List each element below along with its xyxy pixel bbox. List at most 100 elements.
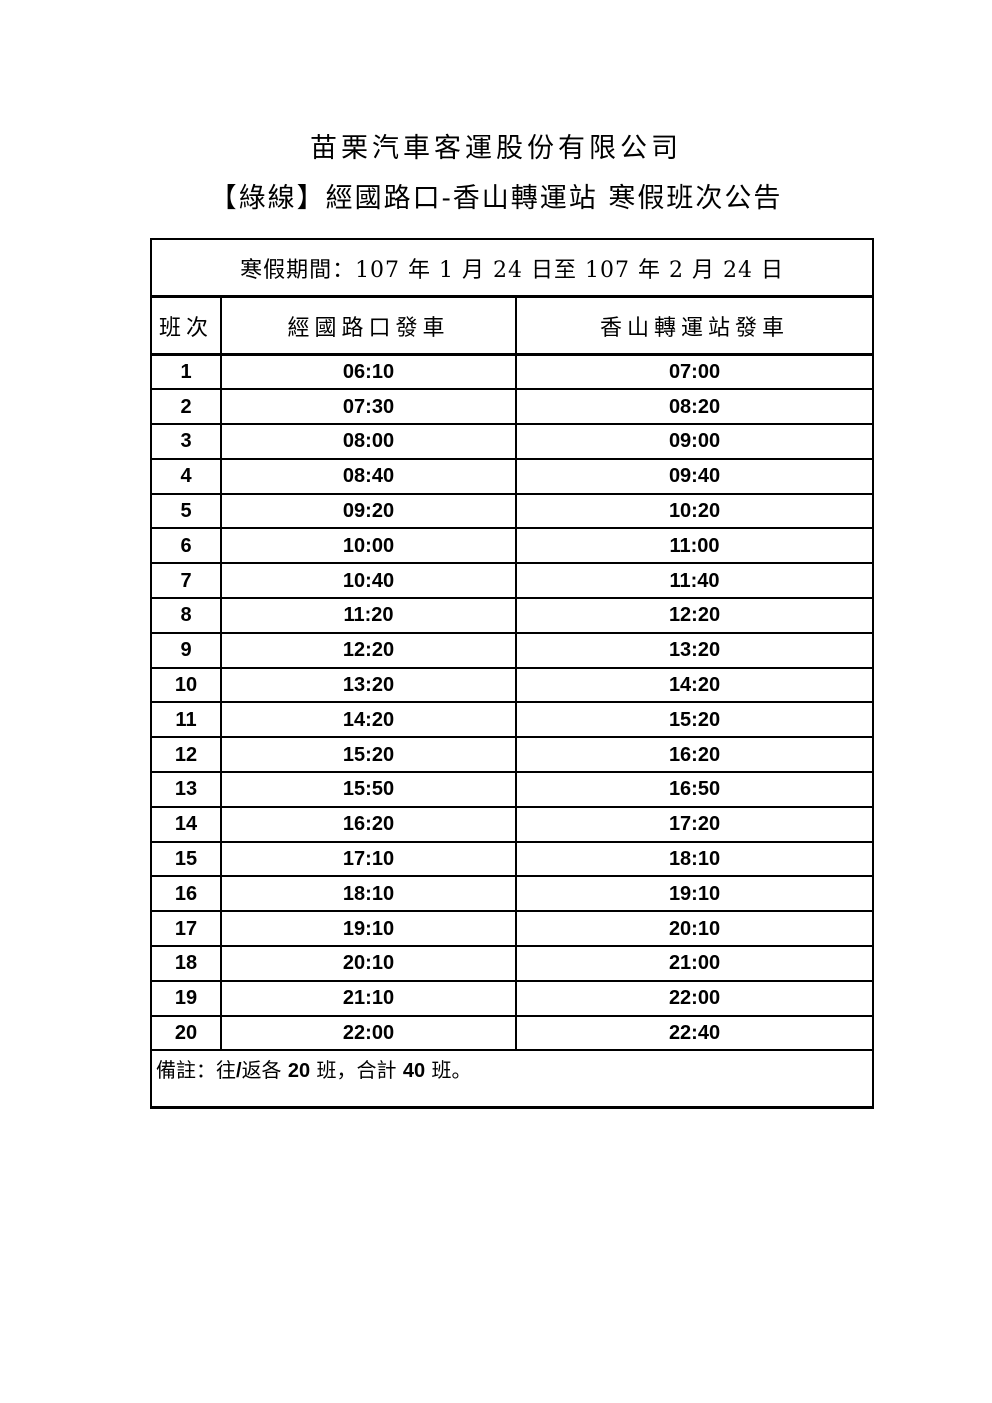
depart-time-cell: 19:10: [220, 910, 517, 948]
depart-time-cell: 15:20: [220, 736, 517, 774]
return-time-cell: 09:40: [514, 457, 875, 495]
depart-time-cell: 13:20: [220, 666, 517, 704]
trip-number-cell: 16: [150, 875, 222, 913]
depart-time-cell: 22:00: [220, 1014, 517, 1052]
return-time-cell: 16:20: [514, 736, 875, 774]
depart-time-cell: 12:20: [220, 631, 517, 669]
depart-time-cell: 10:40: [220, 562, 517, 600]
schedule-row: 16 18:10 19:10: [150, 875, 875, 913]
note-row: 備註：往/返各 20 班，合計 40 班。: [149, 1049, 875, 1110]
schedule-row: 13 15:50 16:50: [150, 771, 875, 808]
depart-time-cell: 20:10: [220, 945, 517, 982]
trip-number-cell: 7: [150, 562, 222, 600]
col-header-trip-number: 班次: [150, 295, 222, 356]
note-text: 備註：往/返各 20 班，合計 40 班。: [149, 1049, 875, 1110]
timetable-head: 寒假期間：107 年 1 月 24 日至 107 年 2 月 24 日 班次 經…: [149, 238, 875, 356]
note-suffix: 班。: [425, 1058, 472, 1083]
schedule-row: 17 19:10 20:10: [150, 910, 875, 948]
holiday-period-text: 寒假期間：107 年 1 月 24 日至 107 年 2 月 24 日: [149, 238, 875, 298]
schedule-row: 19 21:10 22:00: [150, 979, 875, 1017]
return-time-cell: 18:10: [514, 840, 875, 878]
return-time-cell: 16:50: [514, 771, 875, 808]
schedule-row: 5 09:20 10:20: [150, 492, 875, 530]
depart-time-cell: 08:40: [220, 457, 517, 495]
return-time-cell: 14:20: [514, 666, 875, 704]
trip-number-cell: 9: [150, 631, 222, 669]
route-title: 【綠線】經國路口-香山轉運站 寒假班次公告: [209, 183, 783, 214]
return-time-cell: 22:00: [514, 979, 875, 1017]
timetable-body: 1 06:10 07:00 2 07:30 08:20 3 08:00 09:00 4 08:40 0…: [150, 353, 875, 1052]
trip-number-cell: 2: [150, 388, 222, 426]
schedule-row: 20 22:00 22:40: [150, 1014, 875, 1052]
trip-number-cell: 12: [150, 736, 222, 774]
return-time-cell: 17:20: [514, 805, 875, 843]
note-prefix: 備註：往: [156, 1058, 236, 1083]
return-time-cell: 15:20: [514, 701, 875, 739]
trip-number-cell: 18: [150, 945, 222, 982]
return-time-cell: 22:40: [514, 1014, 875, 1052]
depart-time-cell: 09:20: [220, 492, 517, 530]
return-time-cell: 11:40: [514, 562, 875, 600]
schedule-row: 18 20:10 21:00: [150, 945, 875, 982]
schedule-row: 1 06:10 07:00: [150, 353, 875, 391]
trip-number-cell: 11: [150, 701, 222, 739]
depart-time-cell: 06:10: [220, 353, 517, 391]
schedule-row: 2 07:30 08:20: [150, 388, 875, 426]
schedule-row: 15 17:10 18:10: [150, 840, 875, 878]
schedule-row: 8 11:20 12:20: [150, 597, 875, 634]
schedule-row: 10 13:20 14:20: [150, 666, 875, 704]
trip-number-cell: 14: [150, 805, 222, 843]
return-time-cell: 11:00: [514, 527, 875, 565]
trip-number-cell: 19: [150, 979, 222, 1017]
return-time-cell: 19:10: [514, 875, 875, 913]
depart-time-cell: 10:00: [220, 527, 517, 565]
trip-number-cell: 5: [150, 492, 222, 530]
schedule-row: 7 10:40 11:40: [150, 562, 875, 600]
depart-time-cell: 21:10: [220, 979, 517, 1017]
trip-number-cell: 10: [150, 666, 222, 704]
note-mid2: 班，合計: [310, 1058, 403, 1083]
holiday-period-row: 寒假期間：107 年 1 月 24 日至 107 年 2 月 24 日: [149, 238, 875, 298]
trip-number-cell: 13: [150, 771, 222, 808]
return-time-cell: 13:20: [514, 631, 875, 669]
schedule-row: 3 08:00 09:00: [150, 423, 875, 460]
trip-number-cell: 3: [150, 423, 222, 460]
note-slash: /: [236, 1060, 242, 1083]
trip-number-cell: 4: [150, 457, 222, 495]
return-time-cell: 07:00: [514, 353, 875, 391]
schedule-row: 4 08:40 09:40: [150, 457, 875, 495]
depart-time-cell: 16:20: [220, 805, 517, 843]
depart-time-cell: 18:10: [220, 875, 517, 913]
depart-time-cell: 17:10: [220, 840, 517, 878]
schedule-row: 9 12:20 13:20: [150, 631, 875, 669]
note-mid1: 返各: [241, 1058, 288, 1083]
trip-number-cell: 6: [150, 527, 222, 565]
schedule-row: 14 16:20 17:20: [150, 805, 875, 843]
depart-time-cell: 14:20: [220, 701, 517, 739]
timetable-foot: 備註：往/返各 20 班，合計 40 班。: [149, 1049, 875, 1110]
trip-number-cell: 15: [150, 840, 222, 878]
col-header-depart-jingguo: 經國路口發車: [220, 295, 517, 356]
schedule-row: 12 15:20 16:20: [150, 736, 875, 774]
return-time-cell: 12:20: [514, 597, 875, 634]
col-header-depart-xiangshan: 香山轉運站發車: [514, 295, 875, 356]
depart-time-cell: 15:50: [220, 771, 517, 808]
trip-number-cell: 1: [150, 353, 222, 391]
return-time-cell: 09:00: [514, 423, 875, 460]
column-header-row: 班次 經國路口發車 香山轉運站發車: [150, 295, 875, 356]
trip-number-cell: 17: [150, 910, 222, 948]
note-outbound-count: 20: [287, 1060, 311, 1083]
depart-time-cell: 07:30: [220, 388, 517, 426]
trip-number-cell: 20: [150, 1014, 222, 1052]
depart-time-cell: 08:00: [220, 423, 517, 460]
depart-time-cell: 11:20: [220, 597, 517, 634]
schedule-row: 6 10:00 11:00: [150, 527, 875, 565]
company-title: 苗栗汽車客運股份有限公司: [310, 133, 682, 164]
return-time-cell: 20:10: [514, 910, 875, 948]
trip-number-cell: 8: [150, 597, 222, 634]
timetable: 寒假期間：107 年 1 月 24 日至 107 年 2 月 24 日 班次 經…: [149, 238, 875, 1110]
return-time-cell: 08:20: [514, 388, 875, 426]
return-time-cell: 10:20: [514, 492, 875, 530]
note-total-count: 40: [402, 1060, 426, 1083]
